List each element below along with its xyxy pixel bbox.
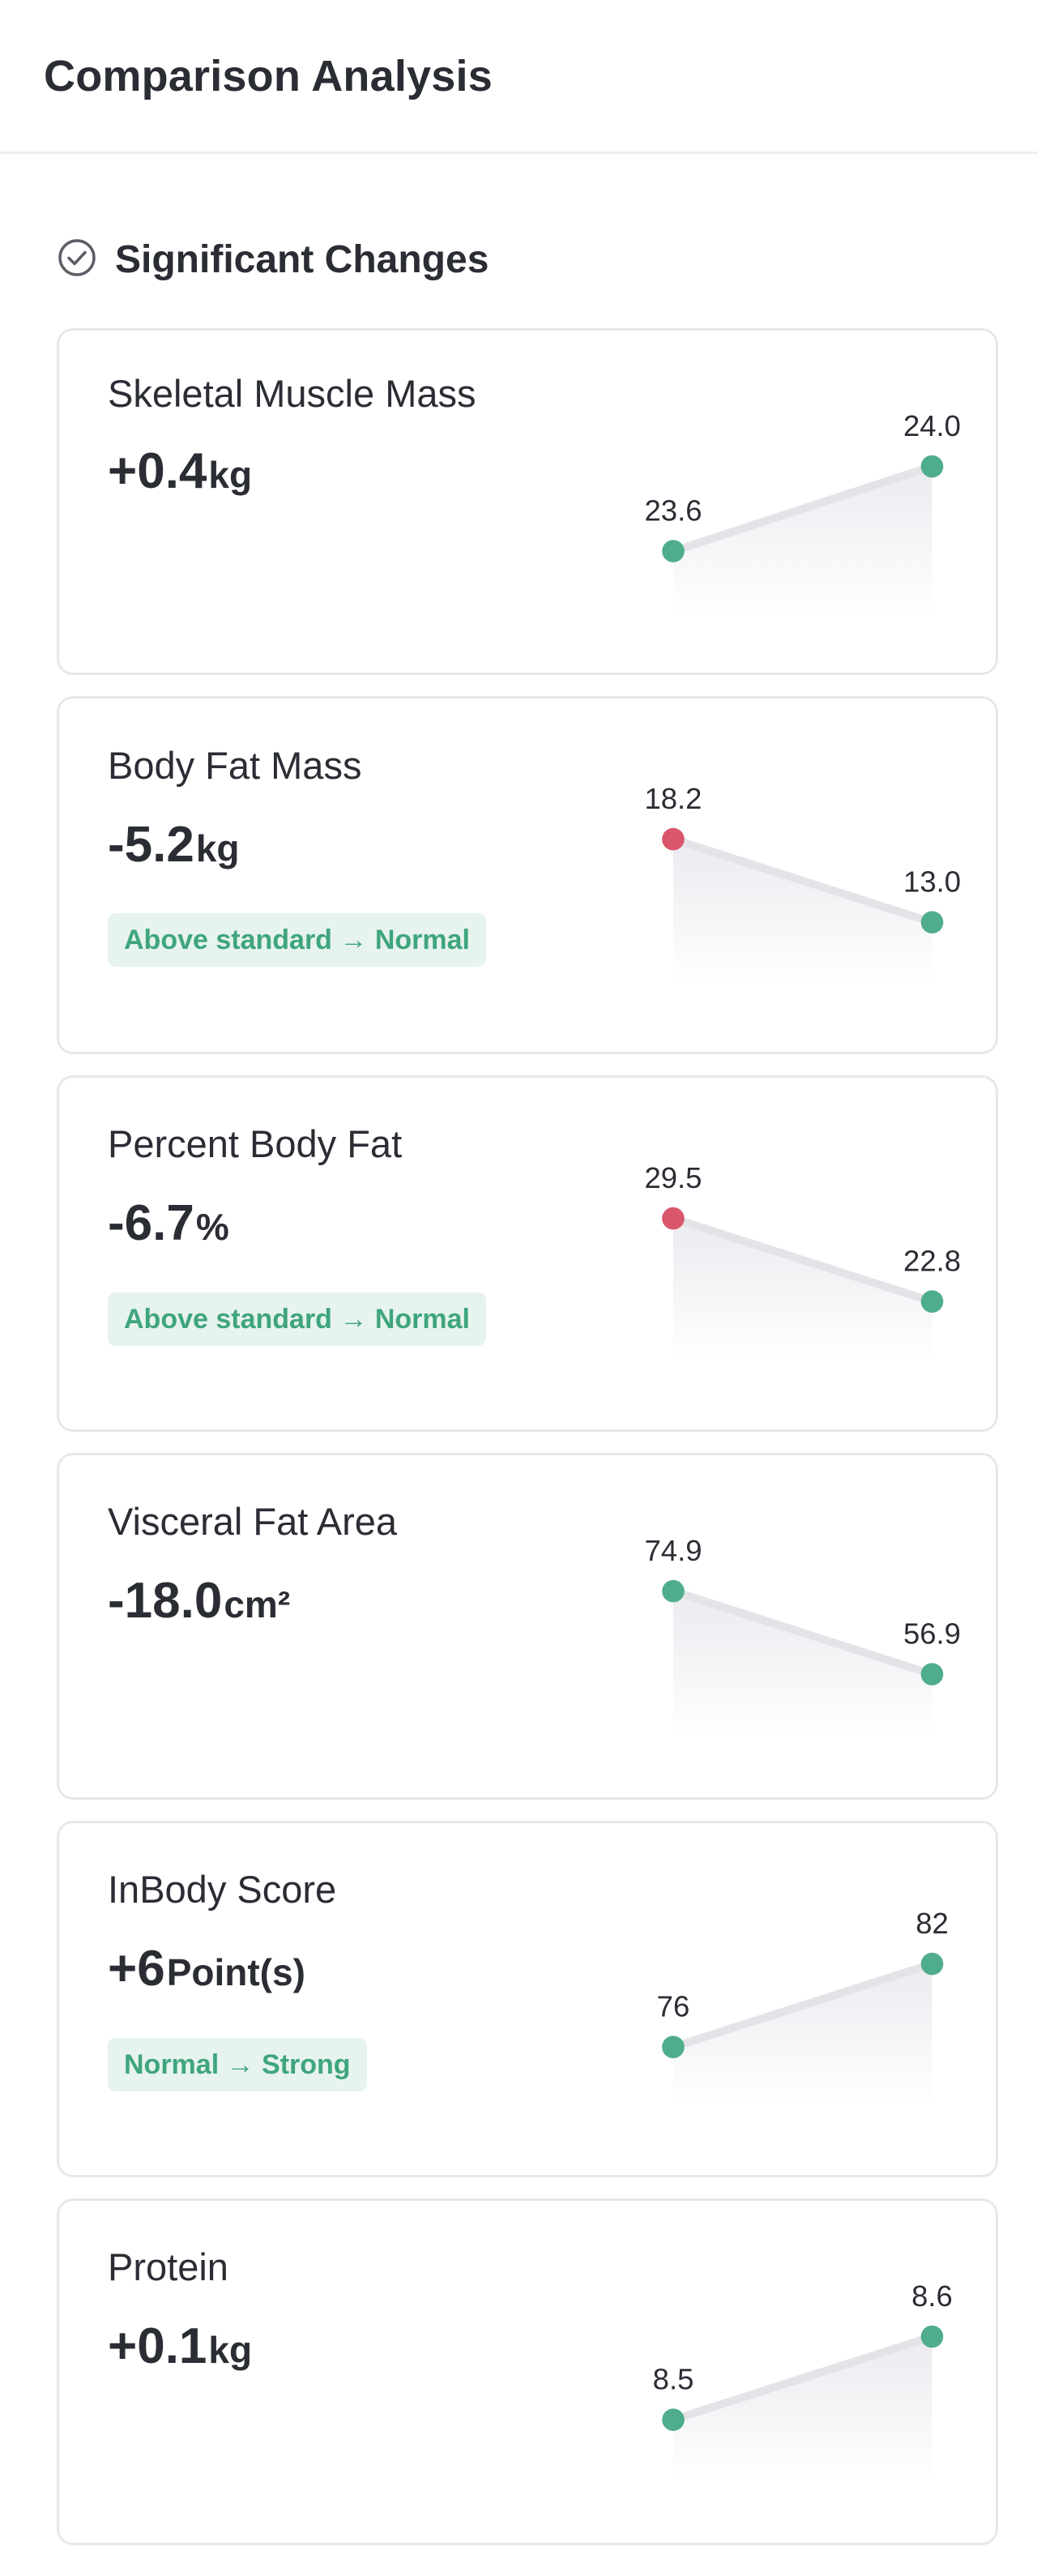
after-point bbox=[920, 911, 944, 934]
before-value-label: 18.2 bbox=[644, 782, 702, 815]
change-card[interactable]: InBody Score +6Point(s) Normal → Strong 76 8… bbox=[57, 1821, 998, 2177]
after-point bbox=[920, 1952, 944, 1976]
after-point bbox=[920, 1290, 944, 1313]
trend-line bbox=[669, 835, 937, 927]
before-value-label: 74.9 bbox=[645, 1534, 702, 1567]
section-header: Significant Changes bbox=[0, 235, 1037, 284]
trend-area bbox=[672, 839, 932, 984]
after-value-label: 56.9 bbox=[903, 1617, 961, 1651]
after-point bbox=[920, 455, 944, 478]
metric-change: -6.7% bbox=[108, 1194, 229, 1252]
trend-chart: 76 82 bbox=[657, 1907, 949, 2108]
before-point bbox=[662, 2036, 685, 2058]
change-unit: kg bbox=[208, 454, 253, 496]
change-card[interactable]: Protein +0.1kg 8.5 8.6 bbox=[57, 2198, 998, 2545]
metric-label: Protein bbox=[108, 2245, 228, 2288]
after-value-label: 22.8 bbox=[903, 1245, 961, 1278]
change-card[interactable]: Body Fat Mass -5.2kg Above standard → Norm… bbox=[57, 696, 998, 1054]
change-value: +0.1 bbox=[108, 2318, 207, 2374]
change-card[interactable]: Visceral Fat Area -18.0cm² 74.9 56.9 bbox=[57, 1453, 998, 1800]
header: Comparison Analysis bbox=[0, 0, 1037, 154]
metric-label: Percent Body Fat bbox=[108, 1122, 403, 1165]
after-value-label: 82 bbox=[915, 1907, 949, 1940]
trend-line bbox=[669, 2332, 937, 2424]
metric-change: +0.1kg bbox=[108, 2318, 252, 2375]
before-point bbox=[662, 827, 685, 851]
change-card[interactable]: Skeletal Muscle Mass +0.4kg 23.6 24.0 bbox=[57, 328, 998, 675]
change-unit: kg bbox=[208, 2329, 253, 2371]
after-value-label: 24.0 bbox=[903, 409, 961, 442]
changes-list: Skeletal Muscle Mass +0.4kg 23.6 24.0 Body F… bbox=[57, 328, 998, 2566]
change-unit: % bbox=[195, 1206, 229, 1248]
status-badge: Above standard → Normal bbox=[108, 1292, 486, 1346]
status-badge: Normal → Strong bbox=[108, 2038, 367, 2091]
section-title: Significant Changes bbox=[115, 237, 489, 281]
metric-label: Skeletal Muscle Mass bbox=[108, 372, 476, 415]
before-value-label: 29.5 bbox=[644, 1161, 702, 1194]
after-point bbox=[920, 2325, 944, 2348]
trend-line bbox=[669, 1587, 937, 1679]
change-value: +6 bbox=[108, 1941, 165, 1997]
after-value-label: 8.6 bbox=[911, 2279, 953, 2313]
trend-area bbox=[673, 2336, 932, 2483]
after-value-label: 13.0 bbox=[903, 865, 961, 899]
trend-line bbox=[669, 1959, 937, 2052]
trend-chart: 74.9 56.9 bbox=[645, 1534, 961, 1737]
trend-area bbox=[672, 1963, 932, 2108]
trend-line bbox=[669, 462, 937, 556]
before-point bbox=[662, 2408, 685, 2431]
change-unit: cm² bbox=[224, 1583, 291, 1625]
change-value: -18.0 bbox=[108, 1573, 223, 1629]
before-value-label: 8.5 bbox=[653, 2363, 694, 2396]
metric-change: -18.0cm² bbox=[108, 1572, 290, 1630]
metric-change: +0.4kg bbox=[108, 442, 252, 500]
page-title: Comparison Analysis bbox=[44, 51, 493, 100]
before-point bbox=[662, 1579, 685, 1603]
before-point bbox=[662, 1207, 685, 1230]
metric-change: -5.2kg bbox=[108, 816, 240, 874]
metric-label: InBody Score bbox=[108, 1868, 337, 1911]
metric-label: Body Fat Mass bbox=[108, 744, 362, 787]
trend-chart: 8.5 8.6 bbox=[653, 2279, 953, 2483]
after-point bbox=[920, 1663, 944, 1685]
before-point bbox=[662, 540, 685, 562]
check-circle-icon bbox=[57, 237, 115, 282]
change-value: +0.4 bbox=[108, 443, 207, 499]
trend-area bbox=[673, 1591, 932, 1737]
change-unit: kg bbox=[195, 827, 240, 869]
change-value: -6.7 bbox=[108, 1195, 194, 1251]
trend-area bbox=[673, 466, 932, 616]
status-badge: Above standard → Normal bbox=[108, 913, 486, 967]
trend-area bbox=[672, 1218, 932, 1363]
before-value-label: 23.6 bbox=[645, 494, 702, 528]
change-card[interactable]: Percent Body Fat -6.7% Above standard → No… bbox=[57, 1075, 998, 1432]
trend-chart: 18.2 13.0 bbox=[644, 782, 961, 984]
trend-line bbox=[669, 1214, 937, 1306]
trend-chart: 23.6 24.0 bbox=[645, 409, 961, 616]
before-value-label: 76 bbox=[657, 1990, 690, 2023]
metric-change: +6Point(s) bbox=[108, 1940, 305, 1997]
change-unit: Point(s) bbox=[166, 1951, 305, 1993]
metric-label: Visceral Fat Area bbox=[108, 1500, 398, 1543]
change-value: -5.2 bbox=[108, 817, 194, 873]
trend-chart: 29.5 22.8 bbox=[644, 1161, 961, 1363]
